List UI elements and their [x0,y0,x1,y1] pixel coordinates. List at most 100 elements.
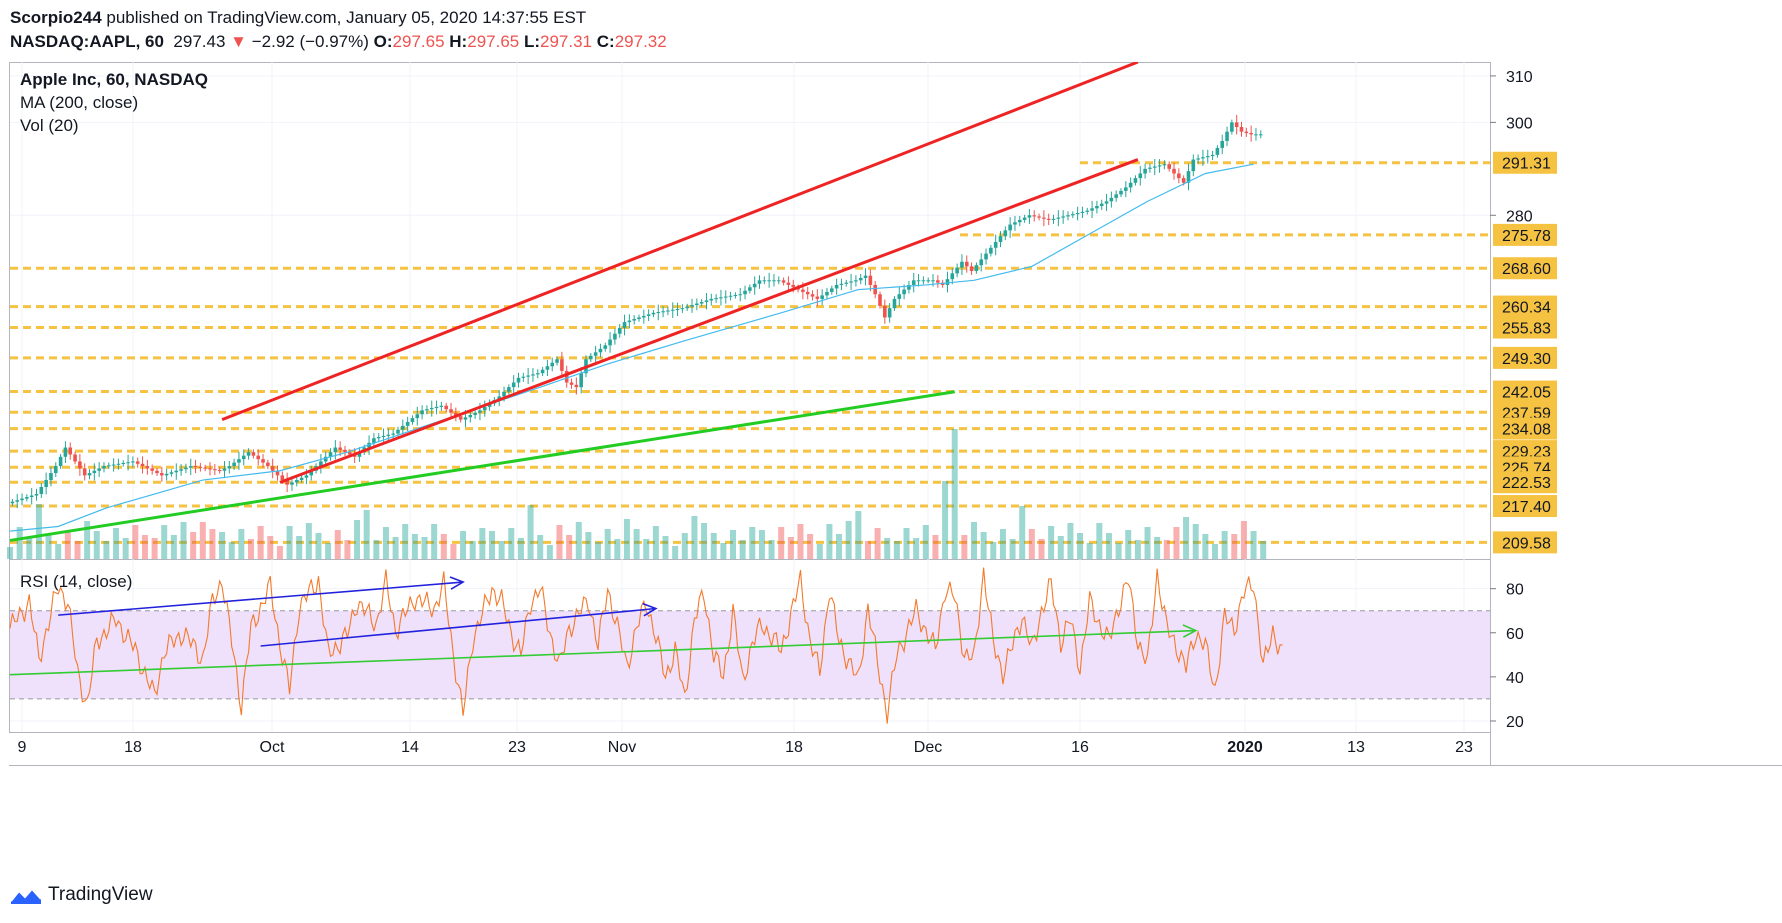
candle-body [849,281,853,283]
volume-bar [961,535,968,559]
chart-canvas[interactable]: 310 300 280 291.31 275.78 268.60 260.34 255.83… [0,62,1782,872]
level-badge [1493,346,1557,369]
support-trend-line[interactable] [9,390,955,542]
volume-bar [537,535,544,559]
candle-body [699,301,704,304]
author-name[interactable]: Scorpio244 [10,8,102,27]
lower-channel-line[interactable] [279,158,1139,484]
level-badge [1493,316,1557,339]
candle-body [203,467,207,469]
upper-channel-line[interactable] [221,62,1139,422]
candle-body [208,468,212,470]
candle-body [680,308,685,310]
candle-body [39,487,44,494]
candle-body [1167,164,1171,169]
candle-body [1205,156,1210,158]
rsi-axis[interactable]: 80 60 40 20 [1490,582,1524,731]
candle-body [526,375,530,377]
candle-body [463,417,468,420]
low-value: 297.31 [540,32,593,51]
candle-body [386,434,391,436]
candle-body [429,408,434,410]
candle-body [964,261,969,267]
price-axis-label: 310 [1506,69,1533,86]
candle-body [251,452,256,456]
candle-body [1124,187,1128,191]
candle-body [507,387,511,392]
candle-body [444,405,448,410]
symbol-label[interactable]: NASDAQ:AAPL, 60 [10,32,164,51]
brand-footer[interactable]: TradingView [10,884,153,906]
candle-body [613,333,617,340]
candle-body [328,452,333,457]
candle-body [174,470,179,473]
volume-bar [585,532,592,559]
candle-body [714,298,718,300]
volume-bar [84,521,91,559]
time-axis-label: Nov [608,739,636,756]
volume-bar [26,537,33,559]
time-axis-label: 18 [785,739,803,756]
level-value: 242.05 [1502,385,1551,402]
volume-bar [103,541,110,559]
volume-bar [1067,523,1074,559]
rsi-trend-lines[interactable] [9,576,1198,676]
candle-body [1220,140,1225,148]
volume-bar [363,510,370,559]
volume-bar [614,539,621,559]
candle-body [150,468,154,471]
candle-body [1051,218,1056,220]
candle-body [1157,165,1162,167]
candle-body [593,352,598,356]
level-badge [1493,495,1557,518]
volume-bar [874,528,881,559]
high-label: H: [449,32,468,51]
candle-body [29,495,34,498]
candle-body [145,466,150,469]
volume-bar [180,522,187,559]
candle-body [309,470,314,476]
candle-body [646,314,651,316]
candle-body [656,312,661,314]
candle-body [285,480,289,485]
candle-body [97,468,101,471]
candle-body [579,373,583,388]
candle-body [772,280,776,282]
candle-body [1133,178,1138,183]
down-arrow-icon: ▼ [230,32,247,51]
candle-body [834,284,839,289]
price-axis-label: 280 [1506,208,1533,225]
candle-body [1095,205,1099,209]
candle-body [497,396,502,400]
volume-bar [807,534,814,559]
candle-body [44,480,48,488]
volume-bar [913,538,920,559]
candle-body [372,438,376,443]
volume-bar [643,539,650,559]
volume-bar [1125,530,1132,559]
time-axis[interactable]: 9 18 Oct 14 23 Nov 18 Dec 16 2020 13 23 [18,739,1473,756]
volume-bar [373,540,380,559]
volume-bar [498,541,505,559]
price-axis[interactable]: 310 300 280 [1490,69,1533,225]
volume-bar [334,530,341,559]
volume-bar [575,522,582,559]
candle-body [902,289,906,295]
candle-body [15,500,20,502]
volume-bar [402,524,409,559]
volume-bar [219,532,226,559]
volume-bar [1115,543,1122,559]
rsi-axis-label: 80 [1506,582,1524,599]
level-value: 217.40 [1502,499,1551,516]
candle-body [675,308,680,310]
candle-body [863,275,868,278]
time-axis-label: 13 [1347,739,1365,756]
candles [10,114,1263,508]
time-axis-label: 16 [1071,739,1089,756]
candle-body [1114,194,1118,198]
candle-body [540,369,545,374]
volume-bar [450,544,457,559]
candle-body [642,315,646,318]
time-axis-label: 14 [401,739,419,756]
candle-body [516,377,521,383]
